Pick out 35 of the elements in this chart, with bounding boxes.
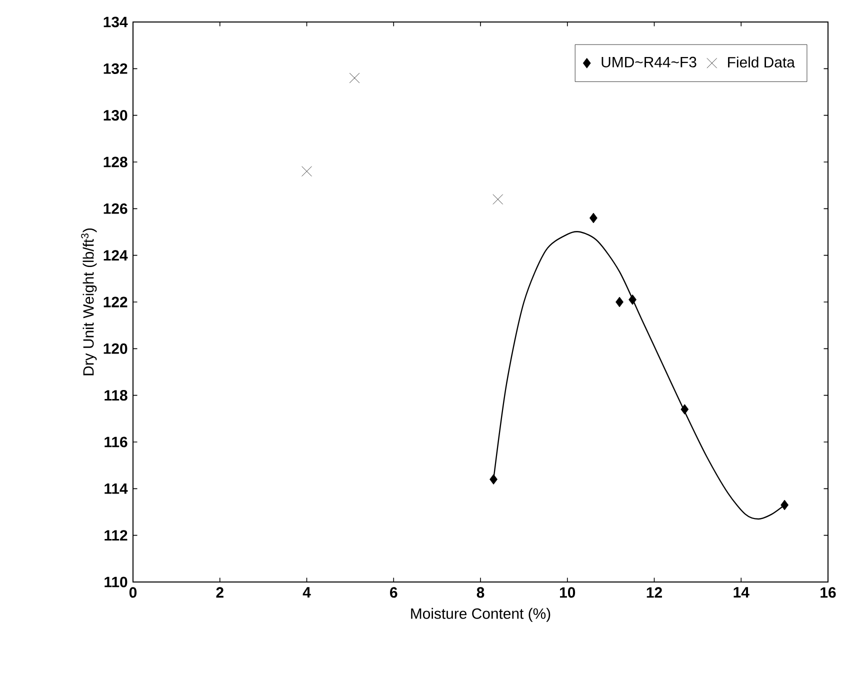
x-tick-label: 12	[646, 587, 662, 598]
point	[616, 296, 624, 308]
y-tick-label: 134	[104, 16, 128, 28]
point	[628, 294, 636, 305]
y-axis-title: Dry Unit Weight (lb/ft$^{3}$)	[81, 228, 97, 376]
point	[349, 72, 360, 84]
y-tick-label: 130	[104, 110, 128, 121]
y-tick-label: 122	[104, 296, 128, 308]
legend-label: UMD~R44~F3	[602, 56, 696, 68]
point	[680, 404, 689, 415]
y-tick-label: 110	[104, 576, 128, 588]
y-tick-label: 124	[104, 250, 128, 261]
y-tick-label: 118	[104, 390, 128, 401]
x-tick-label: 8	[476, 587, 484, 598]
y-tick-label: 112	[104, 530, 128, 541]
y-tick-label: 128	[104, 156, 128, 168]
x-tick-label: 0	[129, 587, 137, 598]
x-tick-label: 16	[820, 587, 836, 598]
point	[589, 212, 598, 224]
y-tick-label: 120	[104, 343, 128, 354]
x-axis-title: Moisture Content (%)	[411, 608, 550, 622]
x-tick-label: 4	[302, 587, 311, 598]
y-tick-label: 116	[104, 436, 128, 448]
point	[492, 194, 504, 204]
y-tick-label: 126	[104, 203, 128, 214]
y-tick-label: 114	[104, 484, 128, 494]
point	[780, 500, 789, 510]
x-tick-label: 2	[216, 587, 224, 598]
x-tick-label: 14	[734, 587, 750, 598]
legend-label: Field Data	[728, 56, 795, 68]
x-tick-label: 6	[390, 587, 398, 598]
point	[302, 166, 312, 176]
point	[490, 474, 498, 485]
y-tick-label: 132	[104, 63, 128, 74]
x-tick-label: 10	[560, 587, 576, 598]
